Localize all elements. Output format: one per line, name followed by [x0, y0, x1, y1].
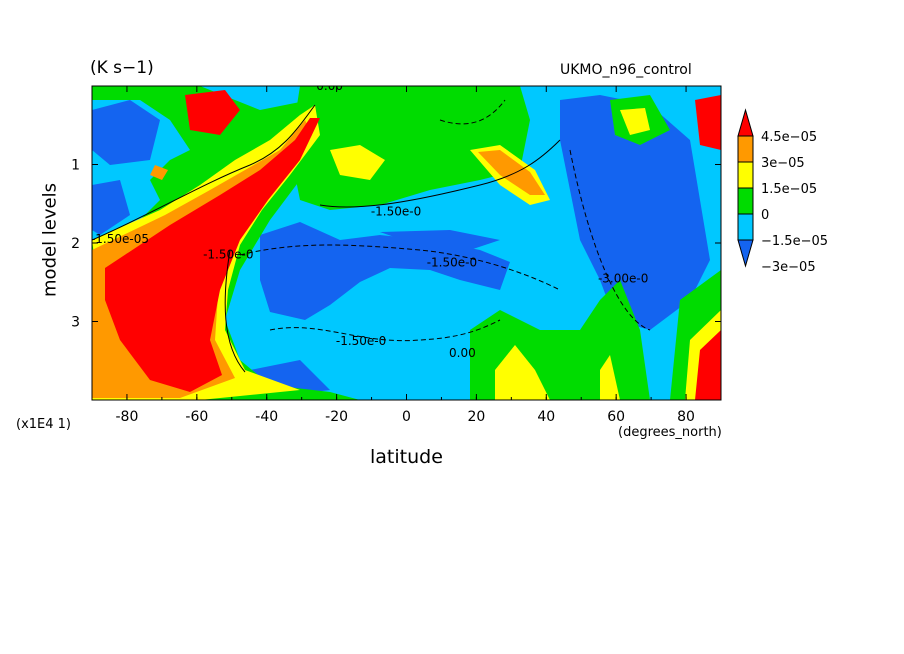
contour-label: -3.00e-0: [598, 271, 648, 285]
contour-line-solid: [319, 139, 561, 208]
colorbar: 4.5e−05 3e−05 1.5e−05 0 −1.5e−05 −3e−05: [737, 108, 828, 275]
y-scale-note: (x1E4 1): [16, 417, 71, 432]
units-label: (K s−1): [90, 58, 154, 78]
y-axis: 1 2 3: [71, 158, 721, 331]
y-tick-label: 3: [71, 315, 80, 331]
colorbar-arrow-bottom: [737, 239, 754, 268]
contour-line-dashed: [439, 99, 506, 125]
x-tick-label: -60: [185, 409, 208, 425]
contour-line-dashed: [239, 244, 561, 291]
x-tick-label: 0: [402, 409, 411, 425]
fill-region-blue-north: [560, 95, 710, 330]
x-tick-label: 40: [537, 409, 555, 425]
fill-region-red-ne: [695, 95, 721, 150]
fill-region-yellow-lower2: [600, 355, 620, 400]
colorbar-swatch: [737, 161, 754, 189]
colorbar-label: 1.5e−05: [761, 182, 817, 197]
contour-label: -1.50e-0: [336, 334, 386, 348]
run-label: UKMO_n96_control: [560, 62, 692, 78]
fill-region-red-jet: [105, 118, 320, 392]
y-tick-label: 1: [71, 158, 80, 174]
contour-field: 0.00 -1.50e-0 -1.50e-0 -3.00e-0 -1.50e-0 0.00…: [91, 79, 721, 400]
x-tick-label: -80: [116, 409, 139, 425]
fill-region-blue-w: [92, 180, 130, 235]
contour-label: -1.50e-05: [91, 232, 149, 246]
x-tick-label: -40: [255, 409, 278, 425]
x-axis-title: latitude: [370, 446, 443, 468]
x-axis: -80 -60 -40 -20 0 20 40 60 80: [91, 86, 722, 425]
x-tick-label: -20: [325, 409, 348, 425]
colorbar-label: 3e−05: [761, 156, 805, 171]
fill-region-red-nw: [185, 90, 240, 135]
contour-label: -1.50e-0: [371, 205, 421, 219]
fill-region-blue-nw: [92, 100, 160, 165]
contour-label: -1.50e-0: [427, 256, 477, 270]
fill-region-green-upper: [290, 86, 530, 210]
colorbar-label: −1.5e−05: [761, 234, 828, 249]
fill-region-orange-north: [478, 150, 545, 195]
fill-region-yellow-upper: [330, 145, 385, 180]
colorbar-label: −3e−05: [761, 260, 816, 275]
y-tick-label: 2: [71, 236, 80, 252]
fill-region-yellow-ne: [620, 108, 650, 135]
x-units-label: (degrees_north): [618, 425, 722, 440]
colorbar-label: 4.5e−05: [761, 130, 817, 145]
contour-line-solid: [224, 249, 246, 373]
contour-label: -1.50e-0: [203, 248, 253, 262]
colorbar-swatch: [737, 213, 754, 241]
fill-region-red-se: [695, 330, 721, 400]
colorbar-swatch: [737, 187, 754, 215]
fill-region-yellow-lower: [495, 345, 550, 400]
x-tick-label: 80: [677, 409, 695, 425]
contour-line-dashed: [269, 319, 501, 342]
contour-labels: 0.00 -1.50e-0 -1.50e-0 -3.00e-0 -1.50e-0 0.00…: [91, 79, 648, 360]
colorbar-arrow-top: [737, 108, 754, 137]
fill-region-orange-small: [150, 165, 168, 180]
contour-line-solid: [92, 104, 316, 241]
contour-label: 0.00: [316, 79, 343, 93]
colorbar-label: 0: [761, 208, 769, 223]
contour-line-dashed: [569, 149, 651, 331]
colorbar-swatch: [737, 135, 754, 163]
x-tick-label: 60: [607, 409, 625, 425]
fill-region-blue-mid2: [380, 230, 500, 250]
contour-label: 0.00: [449, 346, 476, 360]
x-tick-label: 20: [467, 409, 485, 425]
